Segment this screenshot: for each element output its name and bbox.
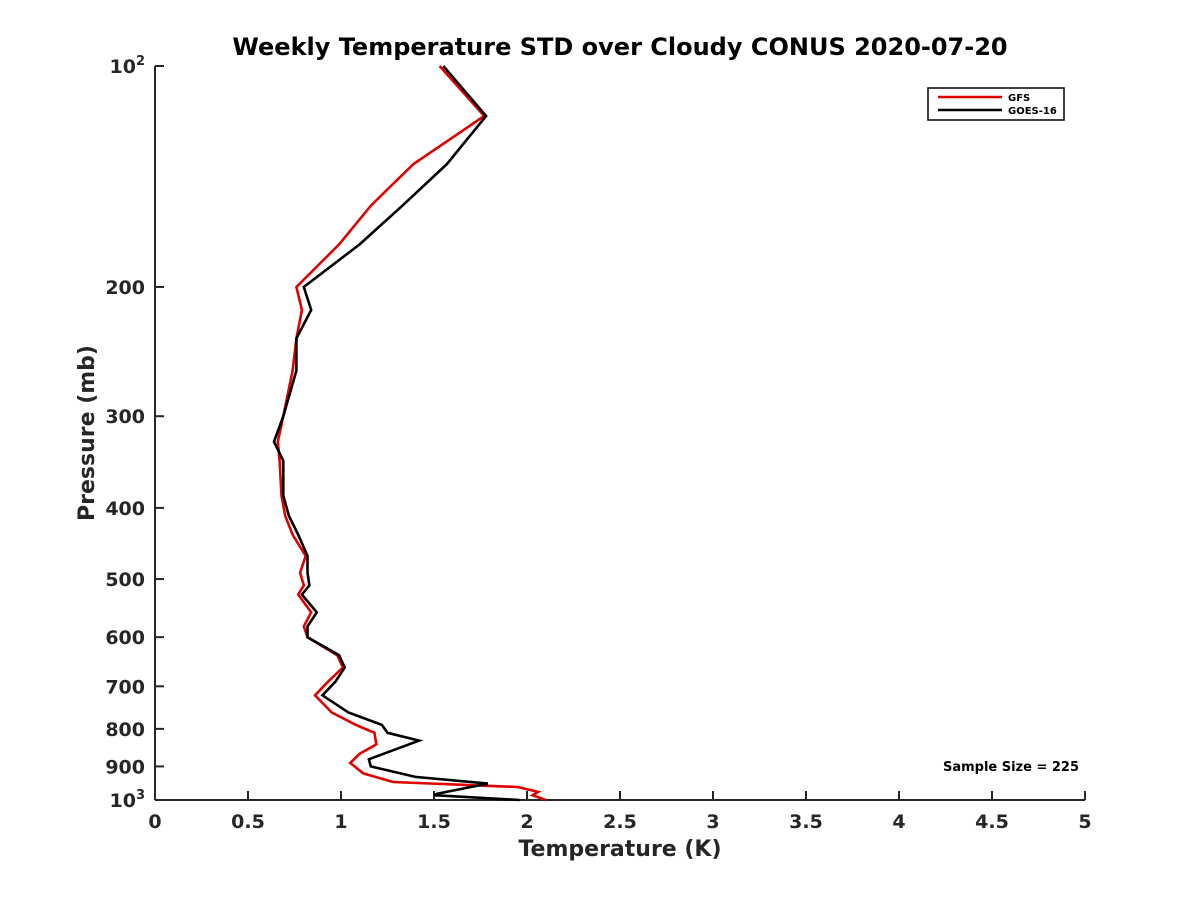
y-tick-label: 300 xyxy=(105,406,145,428)
x-tick-label: 0 xyxy=(148,811,161,833)
y-tick-base: 10 xyxy=(110,56,136,78)
series-layer xyxy=(272,65,547,802)
x-tick-label: 4 xyxy=(892,811,905,833)
x-tick-label: 2 xyxy=(520,811,533,833)
y-tick-exponent: 2 xyxy=(136,54,145,69)
y-tick-label: 800 xyxy=(105,719,145,741)
y-tick-label: 700 xyxy=(105,676,145,698)
y-tick-label: 600 xyxy=(105,627,145,649)
chart-title: Weekly Temperature STD over Cloudy CONUS… xyxy=(232,33,1007,61)
y-tick-base: 10 xyxy=(110,790,136,812)
x-axis-ticks: 0 0.5 1 1.5 2 2.5 3 3.5 4 4.5 5 xyxy=(148,791,1092,833)
sample-size-annotation: Sample Size = 225 xyxy=(943,760,1079,775)
x-tick-label: 1.5 xyxy=(417,811,451,833)
y-tick-label: 200 xyxy=(105,277,145,299)
y-tick-label: 900 xyxy=(105,756,145,778)
x-tick-label: 3.5 xyxy=(789,811,823,833)
x-axis-label: Temperature (K) xyxy=(518,837,721,862)
x-tick-label: 5 xyxy=(1078,811,1091,833)
legend-label-goes16: GOES-16 xyxy=(1008,106,1057,117)
x-tick-label: 1 xyxy=(334,811,347,833)
legend-label-gfs: GFS xyxy=(1008,93,1030,104)
x-tick-label: 2.5 xyxy=(603,811,637,833)
y-axis-label: Pressure (mb) xyxy=(75,345,100,521)
series-line-gfs xyxy=(276,65,547,802)
legend: GFS GOES-16 xyxy=(927,87,1065,121)
y-tick-label: 500 xyxy=(105,569,145,591)
y-tick-label: 103 xyxy=(110,788,146,812)
y-tick-exponent: 3 xyxy=(136,788,145,803)
y-tick-label: 400 xyxy=(105,498,145,520)
series-line-goes16 xyxy=(272,65,520,802)
legend-box xyxy=(927,87,1065,121)
x-tick-label: 3 xyxy=(706,811,719,833)
x-tick-label: 0.5 xyxy=(231,811,265,833)
x-tick-label: 4.5 xyxy=(975,811,1009,833)
y-tick-label: 102 xyxy=(110,54,146,78)
